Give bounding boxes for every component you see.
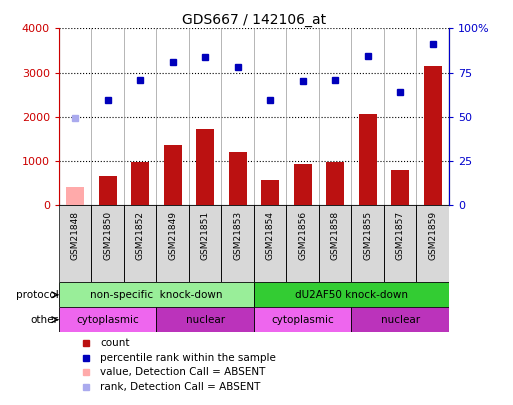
Text: GSM21855: GSM21855 bbox=[363, 211, 372, 260]
Text: percentile rank within the sample: percentile rank within the sample bbox=[100, 353, 276, 362]
Text: count: count bbox=[100, 338, 129, 348]
Bar bbox=[222, 205, 254, 282]
Text: nuclear: nuclear bbox=[186, 315, 225, 325]
Title: GDS667 / 142106_at: GDS667 / 142106_at bbox=[182, 13, 326, 27]
Text: non-specific  knock-down: non-specific knock-down bbox=[90, 290, 223, 300]
Bar bbox=[286, 205, 319, 282]
Bar bbox=[254, 205, 286, 282]
Bar bbox=[229, 152, 247, 205]
Text: GSM21857: GSM21857 bbox=[396, 211, 405, 260]
Text: GSM21853: GSM21853 bbox=[233, 211, 242, 260]
Bar bbox=[66, 188, 84, 205]
Text: protocol: protocol bbox=[15, 290, 58, 300]
Text: GSM21852: GSM21852 bbox=[136, 211, 145, 260]
Text: GSM21848: GSM21848 bbox=[71, 211, 80, 260]
Bar bbox=[99, 176, 116, 205]
Bar bbox=[196, 129, 214, 205]
Bar bbox=[164, 145, 182, 205]
Bar bbox=[59, 205, 91, 282]
Bar bbox=[294, 164, 311, 205]
Bar bbox=[59, 282, 254, 307]
Bar bbox=[189, 205, 222, 282]
Bar bbox=[156, 205, 189, 282]
Text: cytoplasmic: cytoplasmic bbox=[76, 315, 139, 325]
Bar bbox=[359, 114, 377, 205]
Bar bbox=[417, 205, 449, 282]
Bar bbox=[424, 66, 442, 205]
Bar bbox=[391, 170, 409, 205]
Bar bbox=[384, 205, 417, 282]
Text: GSM21856: GSM21856 bbox=[298, 211, 307, 260]
Text: GSM21858: GSM21858 bbox=[331, 211, 340, 260]
Bar bbox=[254, 307, 351, 332]
Text: GSM21851: GSM21851 bbox=[201, 211, 210, 260]
Bar bbox=[254, 282, 449, 307]
Bar bbox=[319, 205, 351, 282]
Text: GSM21849: GSM21849 bbox=[168, 211, 177, 260]
Bar bbox=[351, 205, 384, 282]
Text: GSM21850: GSM21850 bbox=[103, 211, 112, 260]
Bar bbox=[156, 307, 254, 332]
Text: nuclear: nuclear bbox=[381, 315, 420, 325]
Text: dU2AF50 knock-down: dU2AF50 knock-down bbox=[295, 290, 408, 300]
Text: GSM21854: GSM21854 bbox=[266, 211, 274, 260]
Text: rank, Detection Call = ABSENT: rank, Detection Call = ABSENT bbox=[100, 382, 260, 392]
Bar bbox=[326, 162, 344, 205]
Bar bbox=[131, 162, 149, 205]
Bar bbox=[351, 307, 449, 332]
Bar bbox=[261, 180, 279, 205]
Text: value, Detection Call = ABSENT: value, Detection Call = ABSENT bbox=[100, 367, 265, 377]
Text: cytoplasmic: cytoplasmic bbox=[271, 315, 334, 325]
Bar bbox=[91, 205, 124, 282]
Bar bbox=[59, 307, 156, 332]
Text: GSM21859: GSM21859 bbox=[428, 211, 437, 260]
Bar bbox=[124, 205, 156, 282]
Text: other: other bbox=[30, 315, 58, 325]
